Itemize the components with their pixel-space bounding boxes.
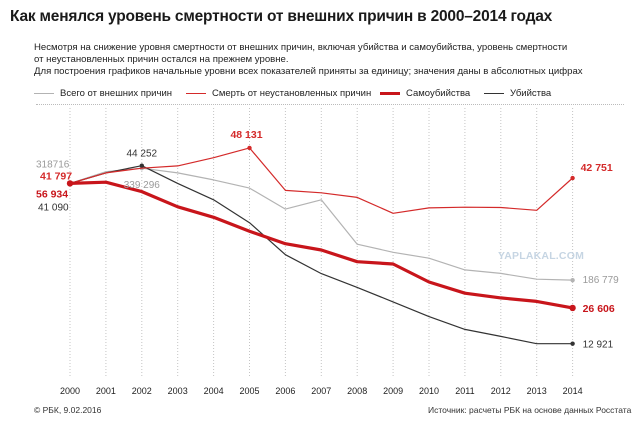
chart-note: Для построения графиков начальные уровни… — [34, 66, 583, 77]
legend-swatch-murder — [484, 93, 504, 94]
chart-legend: Всего от внешних причин Смерть от неуста… — [0, 88, 640, 102]
data-label: 48 131 — [230, 129, 262, 141]
data-label: 318716 — [36, 159, 70, 170]
x-tick-label: 2007 — [311, 386, 331, 396]
legend-label-suicide: Самоубийства — [406, 88, 471, 99]
x-tick-label: 2014 — [563, 386, 583, 396]
legend-swatch-total — [34, 93, 54, 94]
x-tick-label: 2002 — [132, 386, 152, 396]
chart-subtitle: Несмотря на снижение уровня смертности о… — [34, 42, 624, 66]
series-line — [69, 165, 573, 345]
subtitle-line-1: Несмотря на снижение уровня смертности о… — [34, 42, 568, 53]
data-label: 42 751 — [581, 162, 613, 174]
data-point — [247, 145, 252, 151]
footer-copyright: © РБК, 9.02.2016 — [34, 405, 102, 415]
chart-title: Как менялся уровень смертности от внешни… — [10, 8, 553, 25]
x-tick-label: 2008 — [347, 386, 367, 396]
x-tick-label: 2006 — [275, 386, 295, 396]
watermark: YAPLAKAL.COM — [498, 250, 585, 262]
legend-divider — [36, 104, 624, 105]
footer-source: Источник: расчеты РБК на основе данных Р… — [428, 405, 632, 415]
legend-label-total: Всего от внешних причин — [60, 88, 172, 99]
series-line — [69, 147, 574, 214]
data-label: 56 934 — [36, 188, 68, 200]
data-label: 41 797 — [40, 170, 72, 182]
x-tick-label: 2003 — [168, 386, 188, 396]
data-point — [570, 175, 575, 181]
legend-swatch-suicide — [380, 92, 400, 95]
legend-label-unknown: Смерть от неустановленных причин — [212, 88, 372, 99]
series-line — [69, 167, 573, 281]
data-point — [570, 341, 575, 346]
data-label: 26 606 — [583, 303, 615, 315]
x-tick-label: 2000 — [60, 386, 80, 396]
x-tick-label: 2005 — [239, 386, 259, 396]
legend-swatch-unknown — [186, 93, 206, 94]
data-label: 41 090 — [38, 202, 69, 213]
data-point — [139, 163, 144, 168]
x-tick-label: 2001 — [96, 386, 116, 396]
data-label: 44 252 — [127, 149, 158, 160]
series-line — [69, 180, 573, 310]
legend-label-murder: Убийства — [510, 88, 552, 99]
data-label: 339 296 — [124, 180, 161, 191]
x-tick-label: 2009 — [383, 386, 403, 396]
data-label: 186 779 — [583, 275, 620, 286]
x-tick-label: 2011 — [455, 386, 474, 396]
subtitle-line-2: от неустановленных причин остался на пре… — [34, 54, 289, 65]
data-point — [569, 304, 576, 312]
data-point — [570, 277, 575, 283]
x-tick-label: 2013 — [527, 386, 547, 396]
x-tick-label: 2012 — [491, 386, 511, 396]
x-tick-label: 2004 — [204, 386, 224, 396]
x-tick-label: 2010 — [419, 386, 439, 396]
data-label: 12 921 — [583, 340, 614, 351]
data-point — [66, 180, 74, 187]
